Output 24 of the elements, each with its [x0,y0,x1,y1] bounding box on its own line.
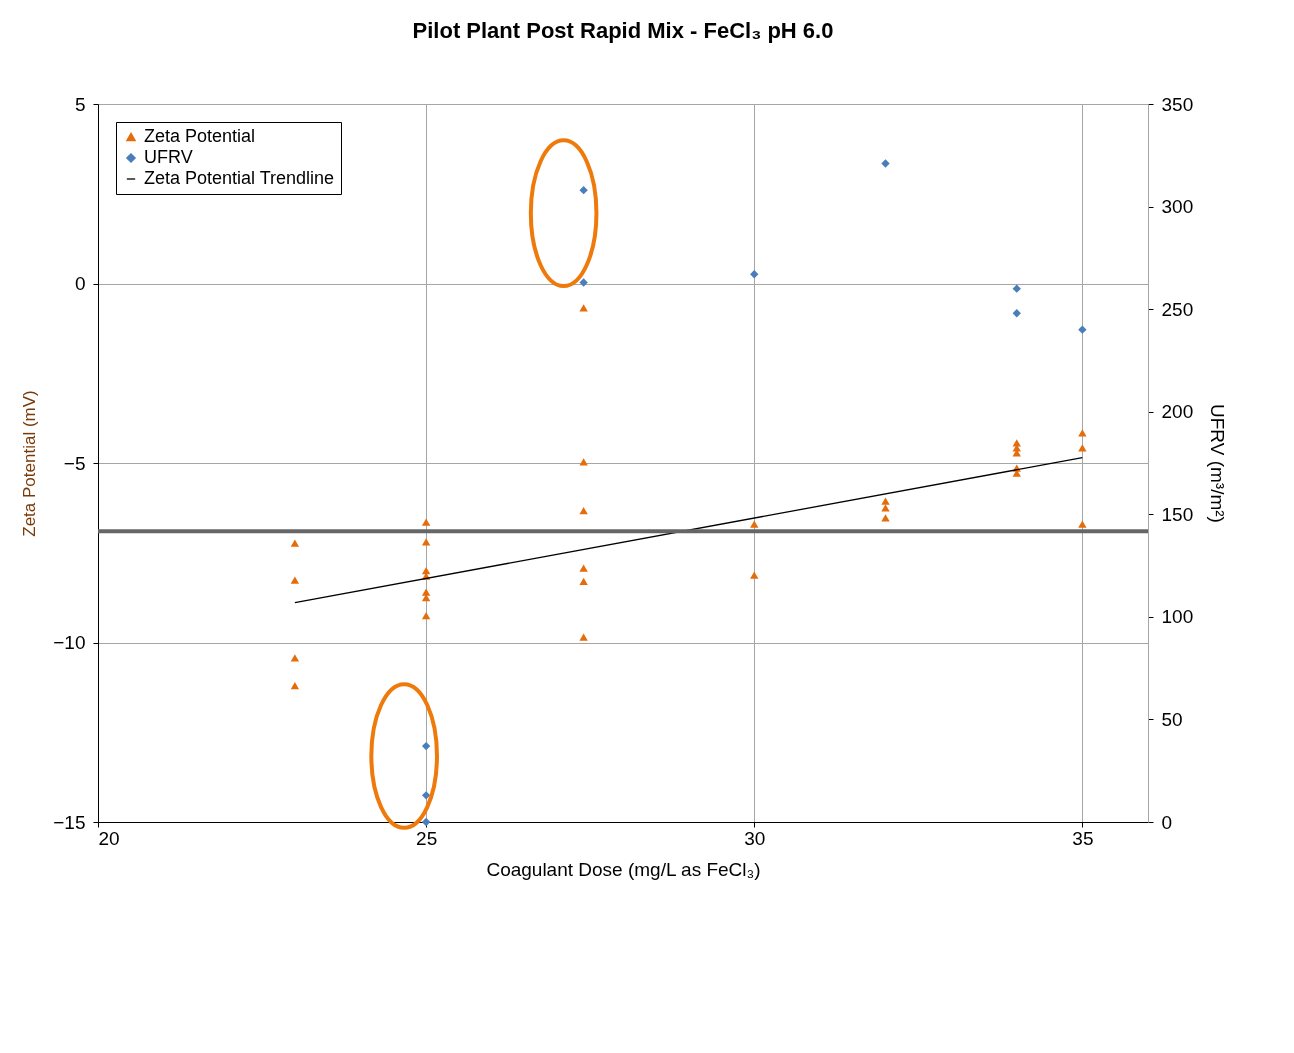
legend-label: Zeta Potential [144,126,256,146]
x-tick-label: 20 [98,827,120,849]
x-tick-label: 30 [744,827,766,849]
legend-label: Zeta Potential Trendline [144,168,335,188]
y2-tick-label: 100 [1161,606,1194,628]
x-tick-label: 25 [416,827,438,849]
y2-tick-label: 150 [1161,503,1194,525]
y2-tick-label: 350 [1161,93,1194,115]
y2-tick-label: 50 [1161,708,1183,730]
y-tick-label: −10 [53,632,86,653]
y-tick-label: −15 [53,811,86,833]
y2-tick-label: 250 [1161,298,1194,320]
y2-tick-label: 300 [1161,196,1194,218]
y-axis-title: Zeta Potential (mV) [20,390,40,537]
chart-title: Pilot Plant Post Rapid Mix - FeCl₃ pH 6.0 [412,18,834,43]
y-tick-label: 5 [74,93,86,115]
y2-tick-label: 200 [1161,401,1194,423]
x-axis-title: Coagulant Dose (mg/L as FeCl₃) [486,858,761,880]
y-tick-label: −5 [63,452,86,474]
legend-label: UFRV [144,147,193,167]
y2-axis-title: UFRV (m³/m²) [1207,404,1229,523]
y2-tick-label: 0 [1161,811,1173,833]
y-tick-label: 0 [74,273,86,294]
x-tick-label: 35 [1072,827,1094,849]
